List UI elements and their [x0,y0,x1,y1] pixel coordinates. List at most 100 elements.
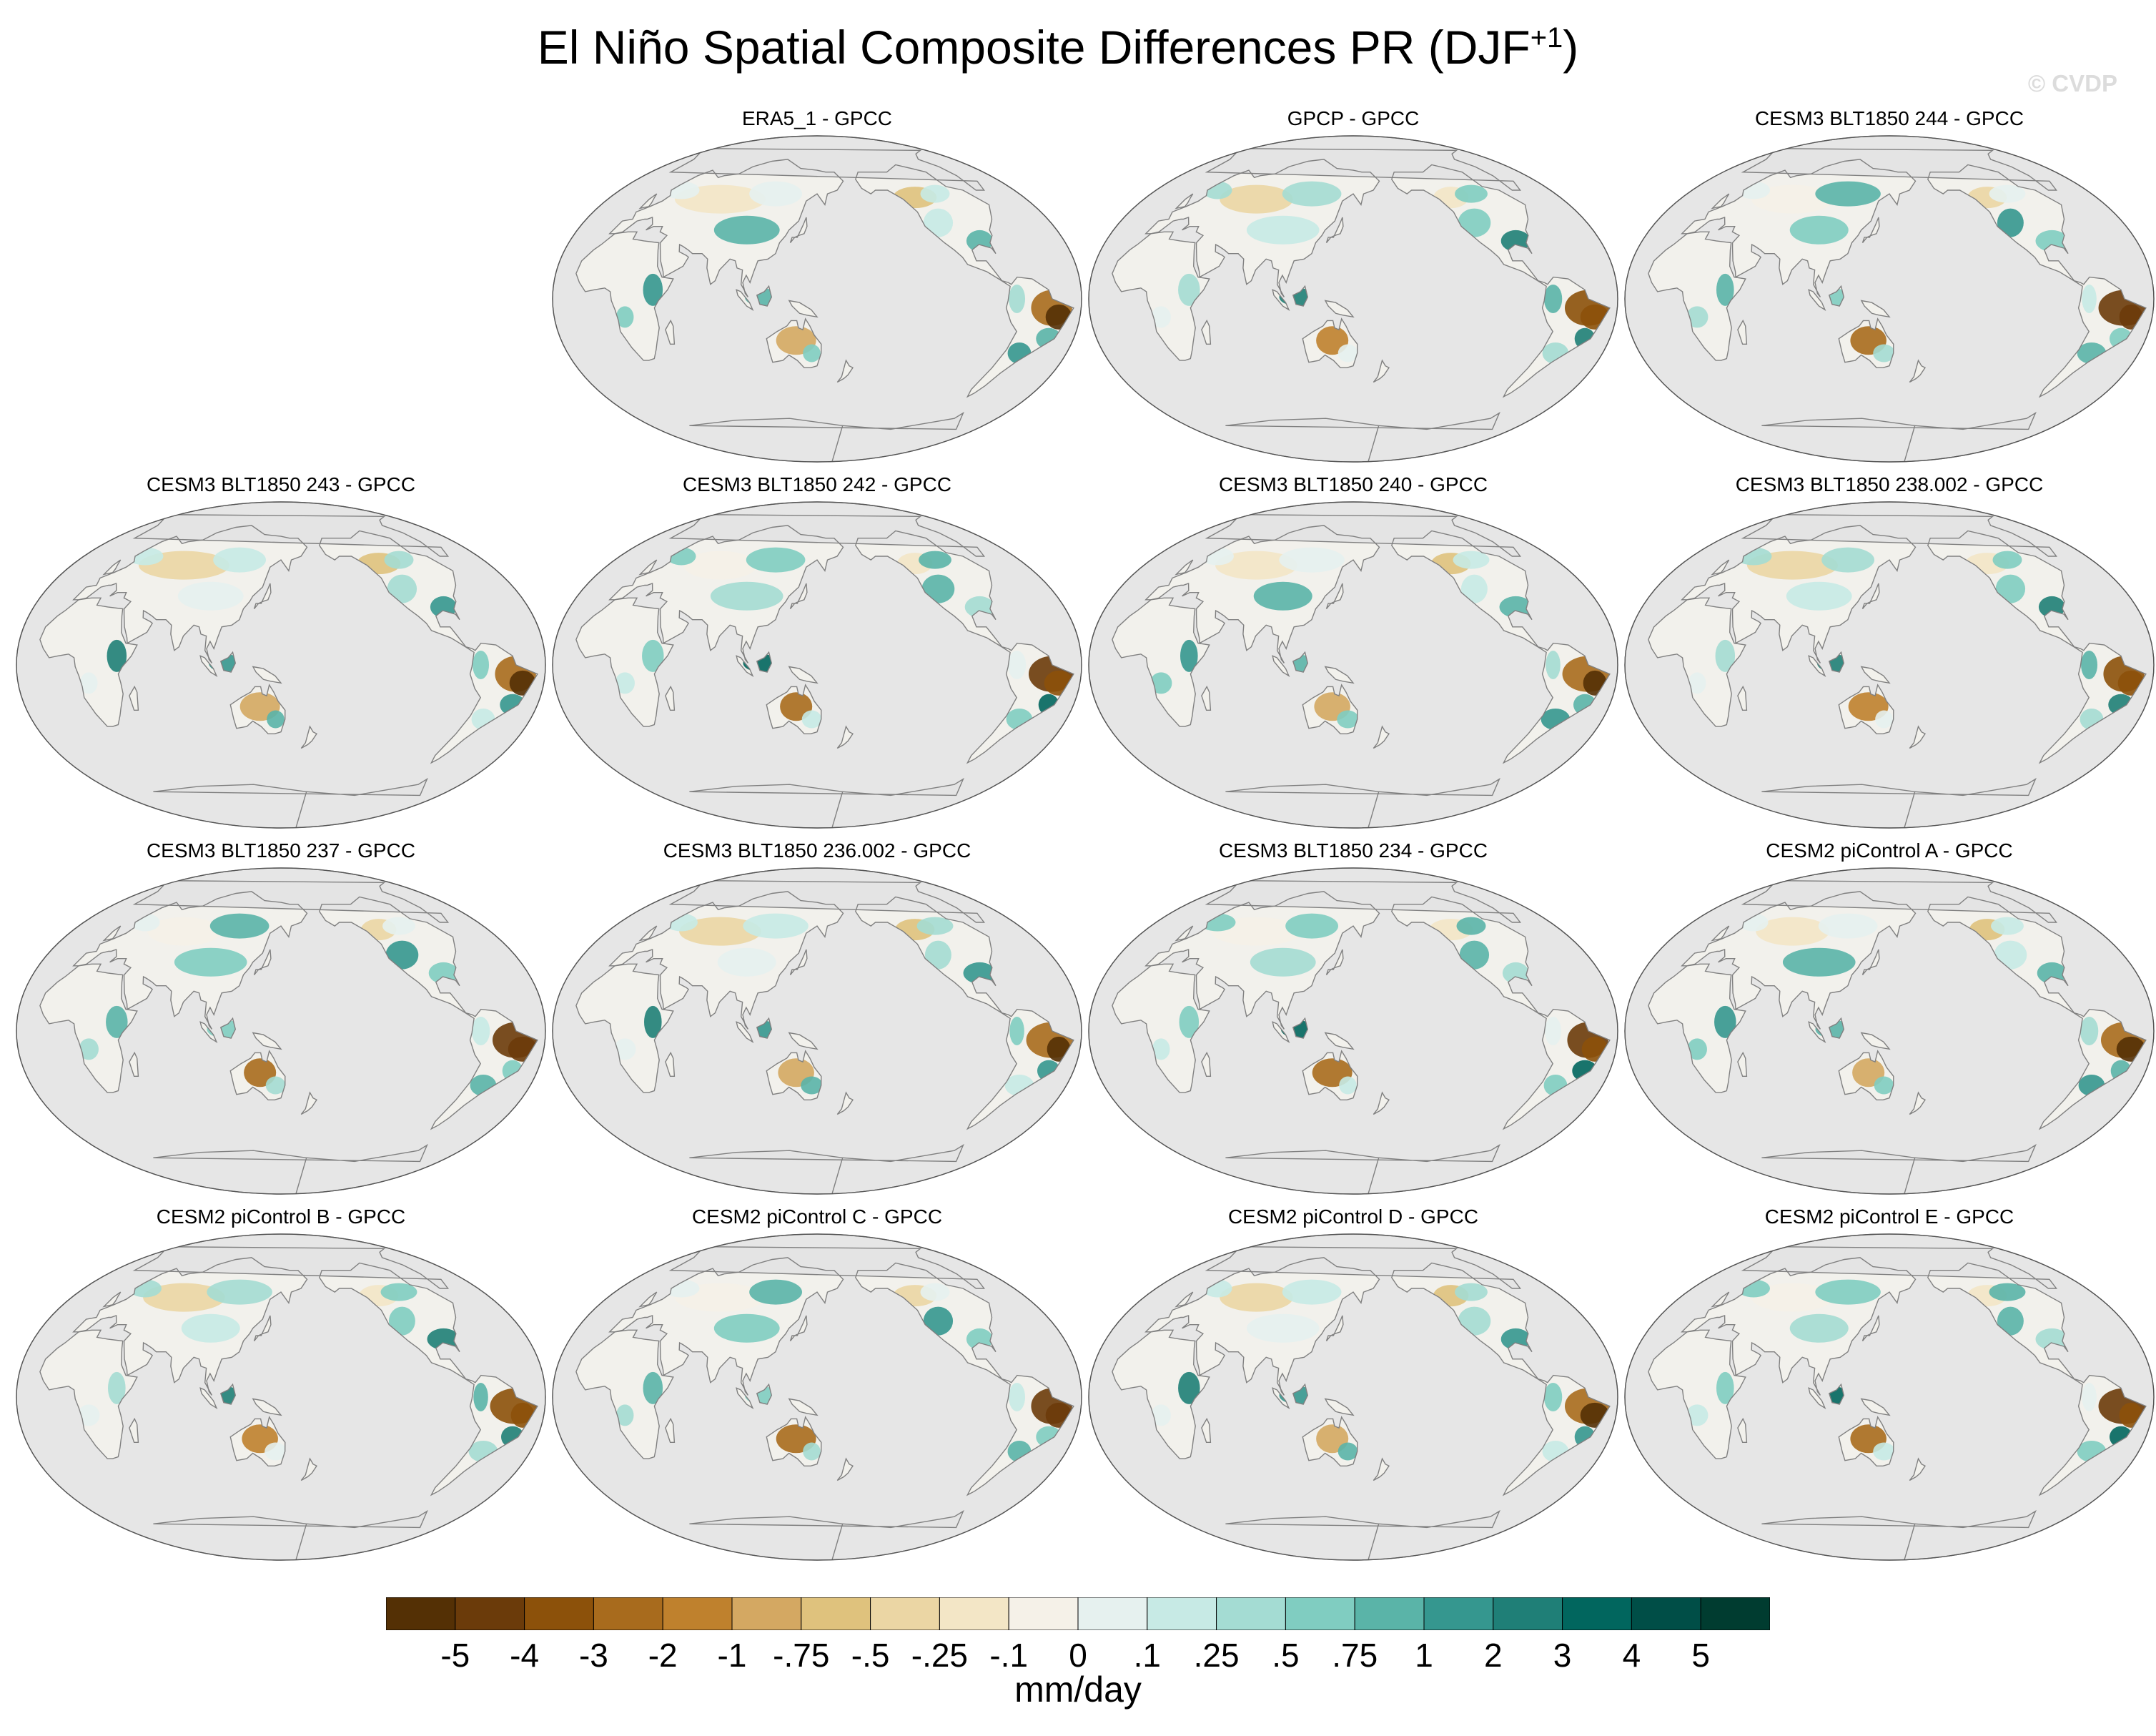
colorbar-bin [455,1597,525,1630]
coastline [766,1416,822,1466]
map-panel-cesm3-238: CESM3 BLT1850 238.002 - GPCC [1621,473,2156,831]
landmass-antarctica [689,413,964,462]
anomaly-patch [1786,581,1852,611]
coastline [766,1050,822,1100]
coastline [689,777,964,828]
landmass-africa [1648,232,1746,361]
coastline [1272,289,1290,311]
colorbar-bin [386,1597,456,1630]
landmass-greenland [1207,880,1520,922]
coastline [689,1509,964,1560]
anomaly-patch [713,1313,780,1343]
map-panel-cesm3-237: CESM3 BLT1850 237 - GPCC [13,839,549,1197]
coastline [575,1329,674,1459]
landmass-newguinea [1325,1032,1353,1050]
coastline [1391,164,1611,398]
anomaly-patch [642,639,664,672]
coastline [319,896,538,1130]
landmass-newguinea [1861,1032,1889,1050]
colorbar-tick-label: -.75 [773,1637,830,1674]
coastline [1711,559,1730,576]
map-border [16,501,546,829]
anomaly-patch [1282,181,1342,207]
anomaly-patch [2082,1383,2097,1411]
coastline [252,1398,282,1416]
map-border [1624,135,2155,463]
coastline [1175,559,1194,576]
colorbar-bin [1285,1597,1355,1630]
coastline [1838,1416,1894,1466]
coastline [132,1246,450,1289]
landmass-antarctica [1761,779,2036,828]
anomaly-patch [749,181,803,207]
anomaly-patch [615,1404,634,1426]
anomaly-patch [1220,1283,1293,1312]
anomaly-patch [1997,208,2024,237]
coastline [575,963,674,1093]
anomaly-patch [77,1404,100,1426]
colorbar-bin [1008,1597,1079,1630]
anomaly-patch [1546,651,1561,679]
landmass-africa [39,598,137,727]
anomaly-patch [107,639,127,672]
anomaly-patch [1873,344,1895,363]
coastline [1272,655,1290,677]
coastline [1861,1315,1880,1341]
landmass-americas [1391,164,1610,397]
coastline [766,684,822,734]
landmass-americas [1927,164,2146,397]
colorbar-bin [1216,1597,1286,1630]
colorbar-bin [870,1597,940,1630]
landmass-antarctica [1761,1145,2036,1194]
landmass-americas [1391,1263,1610,1495]
anomaly-patch [679,917,761,946]
map-border [1624,1233,2155,1561]
landmass-greenland [1207,514,1520,556]
coastline [638,193,658,209]
colorbar-bin [1147,1597,1217,1630]
panel-title: CESM3 BLT1850 244 - GPCC [1754,107,2024,129]
panel-title: CESM2 piControl C - GPCC [691,1205,943,1228]
anomaly-patch [2037,962,2067,984]
anomaly-patch [1992,551,2022,569]
coastline [300,1091,318,1115]
landmass-newguinea [252,1399,281,1416]
panel-title: CESM2 piControl E - GPCC [1764,1205,2014,1228]
coastline [1741,147,2058,191]
coastline [668,1246,986,1289]
coastline [1828,1383,1845,1405]
coastline [1808,289,1826,311]
anomaly-patch [1782,947,1856,977]
anomaly-patch [1500,1328,1531,1350]
world-map [16,1233,546,1561]
anomaly-patch [1500,230,1531,252]
coastline [665,319,676,345]
colorbar-tick-label: 3 [1553,1637,1572,1674]
map-border [16,867,546,1195]
coastline [1909,1457,1927,1481]
coastline [1711,1291,1730,1308]
coastline [756,1383,773,1405]
coastline [229,1416,286,1466]
coastline [756,285,773,307]
landmass-newguinea [252,666,281,684]
landmass-africa [39,1330,137,1459]
coastline [1225,1509,1500,1560]
anomaly-patch [1995,574,2026,603]
coastline [756,1017,773,1039]
coastline [253,949,272,975]
coastline [836,1457,854,1481]
coastline [766,317,822,368]
coastline [1828,285,1845,307]
map-border [1088,501,1618,829]
anomaly-patch [1151,306,1171,328]
anomaly-patch [267,710,285,729]
anomaly-patch [2082,285,2097,313]
coastline [253,1315,272,1341]
colorbar-bin [1631,1597,1701,1630]
colorbar-units: mm/day [1014,1670,1142,1710]
map-border [1088,135,1618,463]
landmass-sumatra [1809,656,1825,676]
coastline [668,879,986,923]
coastline [836,359,854,383]
